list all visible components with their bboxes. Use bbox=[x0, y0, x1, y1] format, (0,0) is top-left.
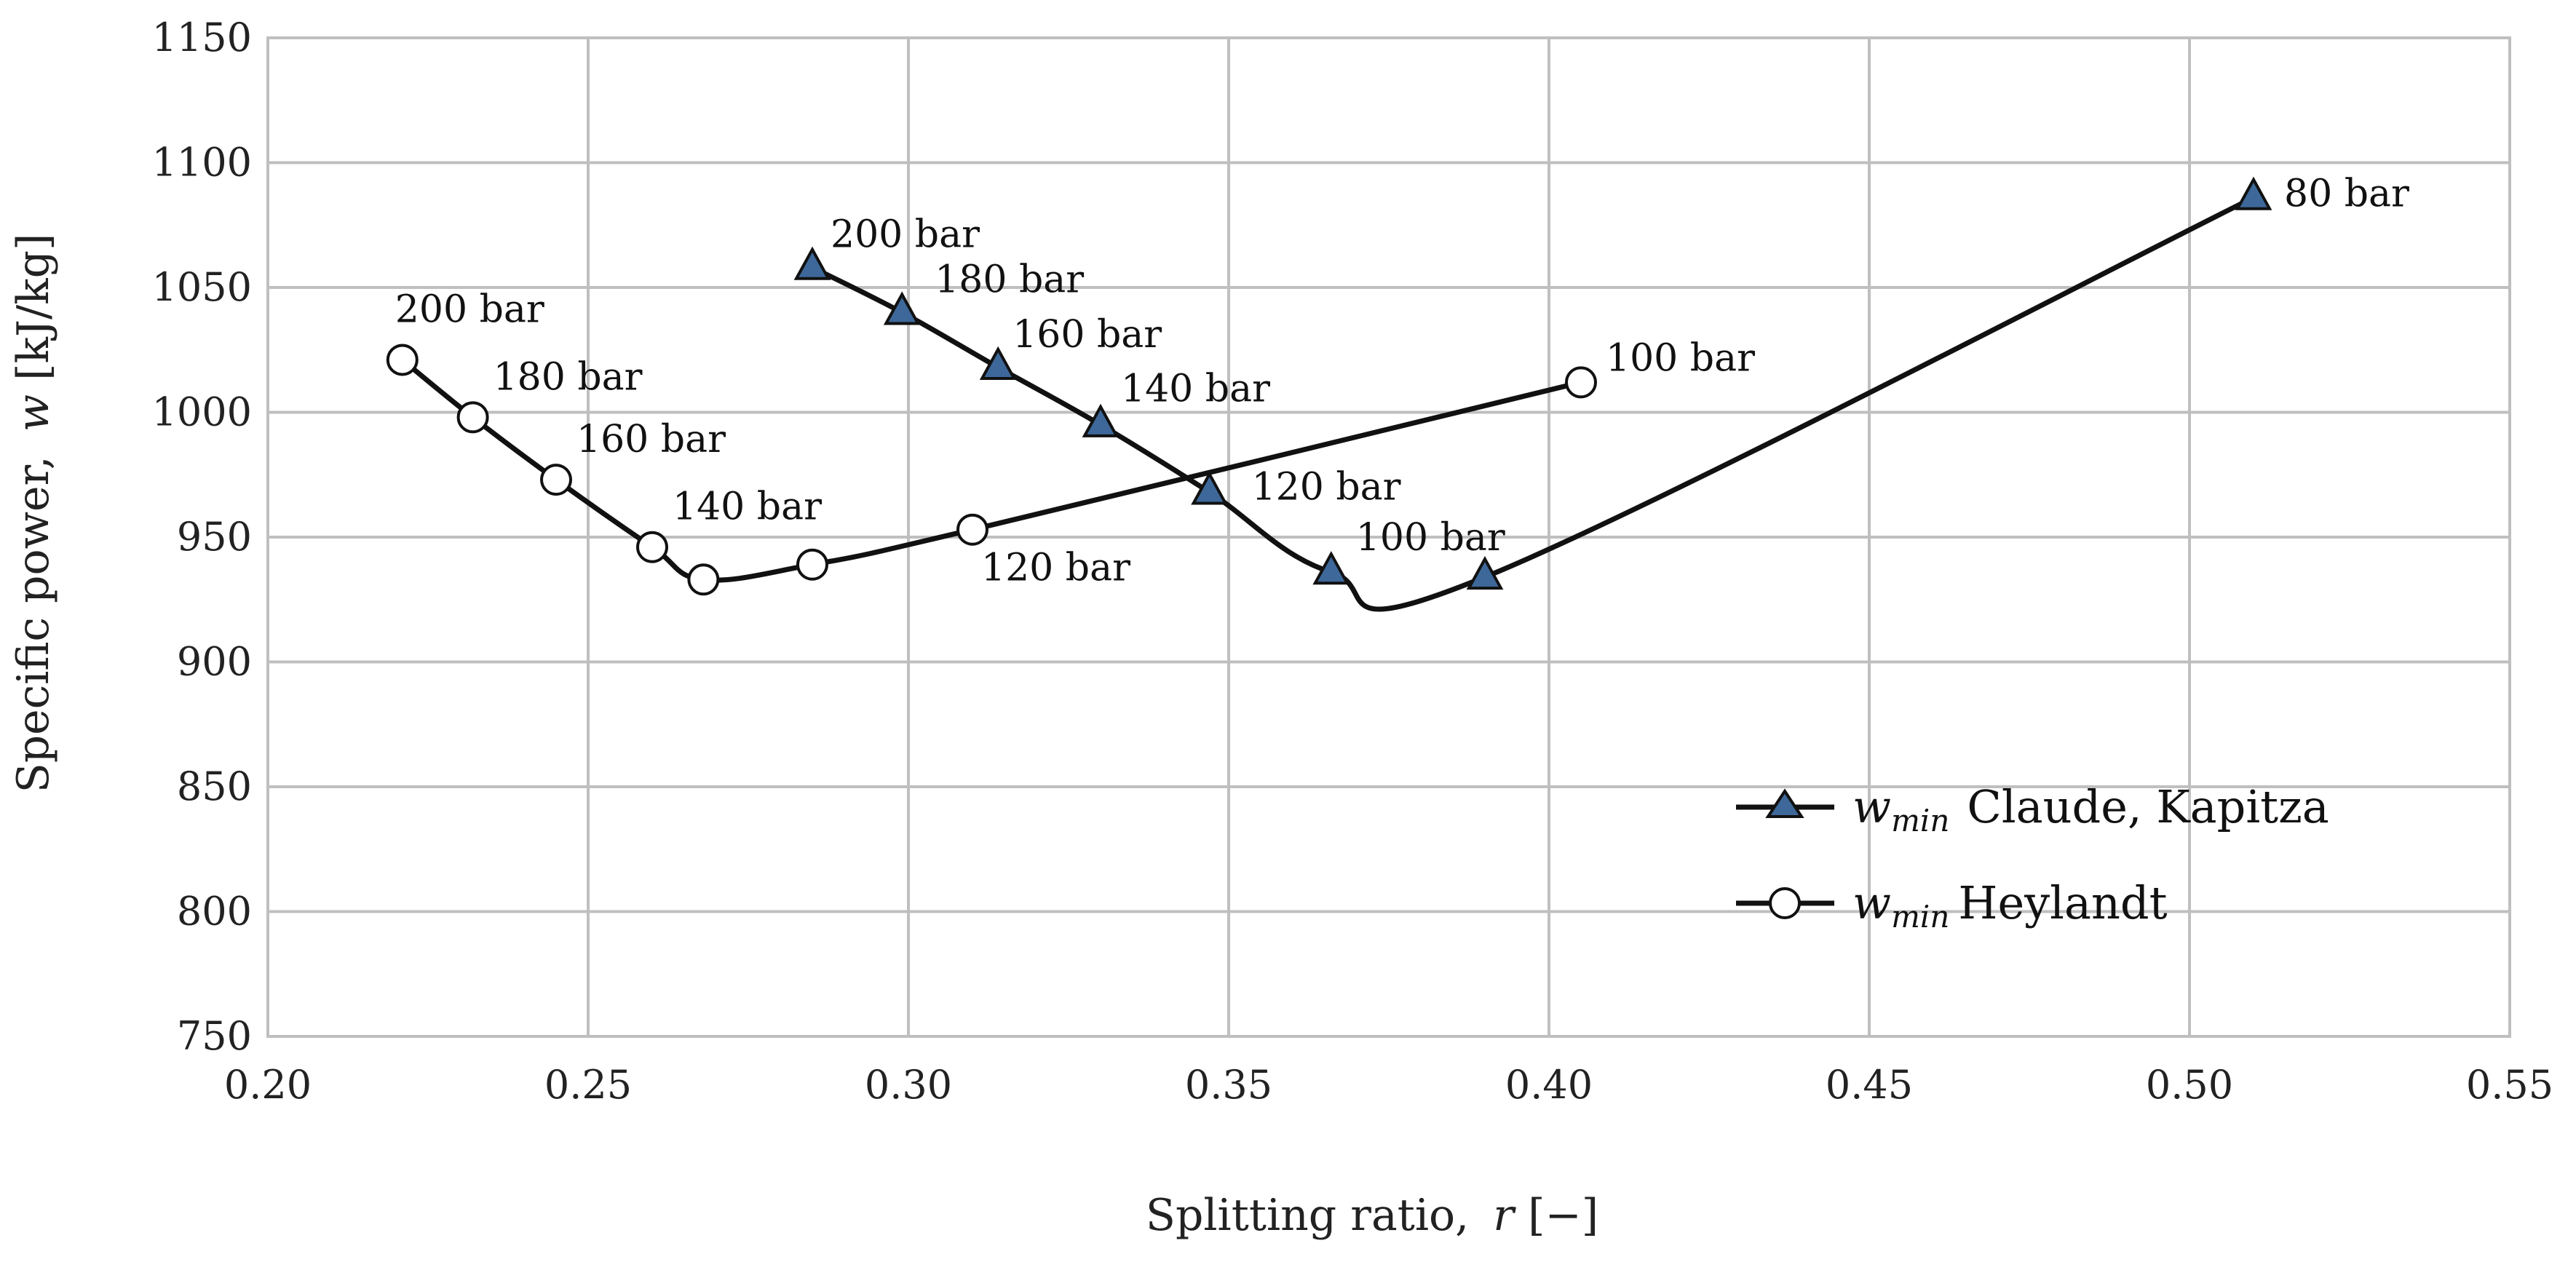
series-heylandt bbox=[386, 344, 1597, 596]
data-label: 160 bar bbox=[576, 418, 726, 461]
line-heylandt bbox=[400, 357, 1584, 583]
plot-frame bbox=[266, 36, 2511, 1038]
y-tick-label: 950 bbox=[177, 514, 252, 560]
data-label: 180 bar bbox=[935, 258, 1084, 301]
series bbox=[386, 176, 2272, 612]
legend-sub-heylandt: min bbox=[1891, 899, 1949, 934]
data-point-circle bbox=[956, 513, 988, 546]
y-tick-label: 1050 bbox=[152, 264, 252, 310]
axis-ticks: 0.20 0.25 0.30 0.35 0.40 0.45 0.50 0.55 750 800 85… bbox=[152, 15, 2554, 1108]
legend-triangle-icon bbox=[1765, 788, 1804, 818]
x-axis-title-var: r bbox=[1493, 1190, 1516, 1241]
data-point-circle bbox=[456, 401, 489, 434]
x-tick-label: 0.55 bbox=[2466, 1062, 2553, 1108]
legend-name-heylandt: Heylandt bbox=[1958, 876, 2167, 929]
data-label: 100 bar bbox=[1606, 336, 1755, 380]
legend-item-heylandt: wmin Heylandt bbox=[1736, 876, 2168, 934]
x-axis-title-unit: [−] bbox=[1528, 1190, 1598, 1241]
legend-item-claude: wmin Claude, Kapitza bbox=[1736, 780, 2329, 838]
legend-circle-icon bbox=[1769, 887, 1801, 919]
y-tick-label: 1100 bbox=[152, 140, 252, 186]
y-tick-label: 900 bbox=[177, 639, 252, 685]
grid bbox=[266, 36, 2511, 1038]
data-point-triangle bbox=[1191, 471, 1228, 505]
legend: wmin Claude, Kapitza wmin Heylandt bbox=[1736, 780, 2329, 934]
y-tick-label: 1000 bbox=[152, 389, 252, 435]
y-tick-label: 800 bbox=[177, 889, 252, 934]
x-tick-label: 0.40 bbox=[1505, 1062, 1593, 1108]
data-point-triangle bbox=[1466, 555, 1504, 590]
x-tick-label: 0.45 bbox=[1826, 1062, 1913, 1108]
line-claude-kapitza bbox=[809, 195, 2256, 612]
y-axis-title-var: w bbox=[8, 394, 59, 432]
x-axis-title-main: Splitting ratio, bbox=[1146, 1190, 1469, 1241]
data-point-triangle bbox=[883, 291, 921, 325]
data-label: 80 bar bbox=[2284, 172, 2409, 216]
data-point-circle bbox=[636, 531, 668, 563]
legend-var-claude: w bbox=[1852, 780, 1891, 833]
x-axis-title: Splitting ratio, r [−] bbox=[1146, 1190, 1598, 1241]
data-point-triangle bbox=[1312, 551, 1350, 585]
data-label: 180 bar bbox=[494, 355, 643, 399]
data-label: 100 bar bbox=[1356, 516, 1505, 560]
data-point-circle bbox=[1565, 366, 1597, 399]
legend-label-heylandt: wmin Heylandt bbox=[1852, 876, 2168, 934]
x-tick-label: 0.35 bbox=[1185, 1062, 1272, 1108]
data-point-circle bbox=[540, 464, 572, 496]
x-tick-label: 0.30 bbox=[865, 1062, 952, 1108]
y-tick-label: 1150 bbox=[152, 15, 252, 60]
x-tick-label: 0.25 bbox=[544, 1062, 632, 1108]
legend-label-claude: wmin Claude, Kapitza bbox=[1852, 780, 2329, 838]
data-point-triangle bbox=[979, 346, 1017, 380]
data-point-circle bbox=[796, 548, 828, 581]
data-label: 200 bar bbox=[831, 213, 980, 257]
y-tick-label: 750 bbox=[177, 1013, 252, 1059]
data-point-triangle bbox=[793, 246, 831, 280]
y-tick-label: 850 bbox=[177, 763, 252, 809]
data-label: 120 bar bbox=[981, 547, 1130, 590]
y-axis-title: Specific power, w [kJ/kg] bbox=[8, 234, 59, 793]
legend-name-claude: Claude, Kapitza bbox=[1967, 780, 2329, 833]
y-axis-title-unit: [kJ/kg] bbox=[8, 234, 59, 381]
data-point-circle bbox=[687, 563, 720, 596]
data-point-triangle bbox=[2235, 176, 2272, 210]
data-point-circle bbox=[386, 344, 419, 376]
data-label: 120 bar bbox=[1252, 465, 1401, 509]
data-point-triangle bbox=[1082, 403, 1119, 437]
data-label: 200 bar bbox=[395, 287, 544, 331]
data-label: 140 bar bbox=[1121, 368, 1270, 411]
series-claude-kapitza bbox=[793, 176, 2272, 612]
legend-sub-claude: min bbox=[1891, 803, 1949, 838]
data-label: 160 bar bbox=[1012, 313, 1162, 357]
data-label: 140 bar bbox=[673, 485, 822, 529]
y-axis-title-main: Specific power, bbox=[8, 456, 59, 793]
x-tick-label: 0.50 bbox=[2146, 1062, 2233, 1108]
x-tick-label: 0.20 bbox=[224, 1062, 312, 1108]
legend-var-heylandt: w bbox=[1852, 876, 1891, 929]
